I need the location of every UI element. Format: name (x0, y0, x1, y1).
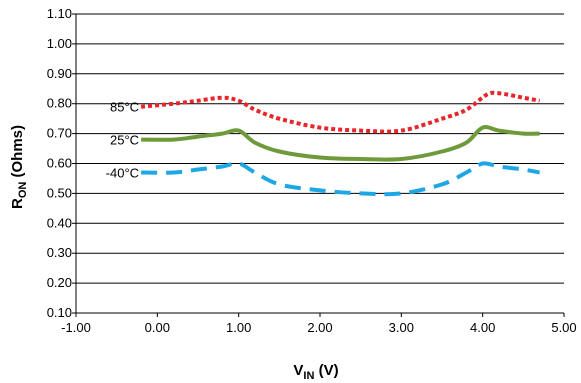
x-tick-label: -1.00 (61, 320, 91, 335)
y-tick-label: 0.20 (47, 275, 72, 290)
y-tick-label: 1.10 (47, 6, 72, 21)
y-axis-title: RON (Ohms) (9, 125, 29, 209)
x-tick-label: 0.00 (145, 320, 170, 335)
series-label-3: -40°C (106, 165, 139, 180)
x-axis-title-unit: (V) (314, 362, 338, 379)
y-tick-label: 0.10 (47, 305, 72, 320)
grid (76, 13, 564, 314)
series-line-2 (141, 125, 540, 162)
x-axis-ticks: -1.00 0.00 1.00 2.00 3.00 4.00 5.00 (61, 313, 577, 335)
x-axis-title-main: V (293, 362, 303, 379)
y-tick-label: 0.70 (47, 126, 72, 141)
x-axis-title: VIN (V) (293, 362, 338, 382)
series-lines (140, 90, 540, 197)
y-tick-label: 0.30 (47, 245, 72, 260)
y-axis-ticks: 0.10 0.20 0.30 0.40 0.50 0.60 0.70 0.80 0.90 1.00… (47, 6, 76, 320)
x-axis-title-sub: IN (303, 370, 314, 382)
y-axis-title-unit: (Ohms) (9, 125, 26, 182)
x-tick-label: 5.00 (551, 320, 576, 335)
series-labels: 85°C 25°C -40°C (106, 100, 139, 181)
y-tick-label: 0.40 (47, 215, 72, 230)
y-tick-label: 1.00 (47, 36, 72, 51)
y-tick-label: 0.80 (47, 96, 72, 111)
series-line-1 (140, 90, 540, 134)
series-line-3 (141, 161, 540, 197)
y-tick-label: 0.90 (47, 66, 72, 81)
x-tick-label: 4.00 (470, 320, 495, 335)
y-tick-label: 0.60 (47, 156, 72, 171)
y-axis-title-main: R (9, 198, 26, 209)
series-label-1: 85°C (110, 100, 139, 115)
x-tick-label: 3.00 (389, 320, 414, 335)
series-label-2: 25°C (110, 133, 139, 148)
y-axis-title-sub: ON (17, 182, 29, 199)
x-tick-label: 1.00 (226, 320, 251, 335)
x-tick-label: 2.00 (307, 320, 332, 335)
y-tick-label: 0.50 (47, 185, 72, 200)
